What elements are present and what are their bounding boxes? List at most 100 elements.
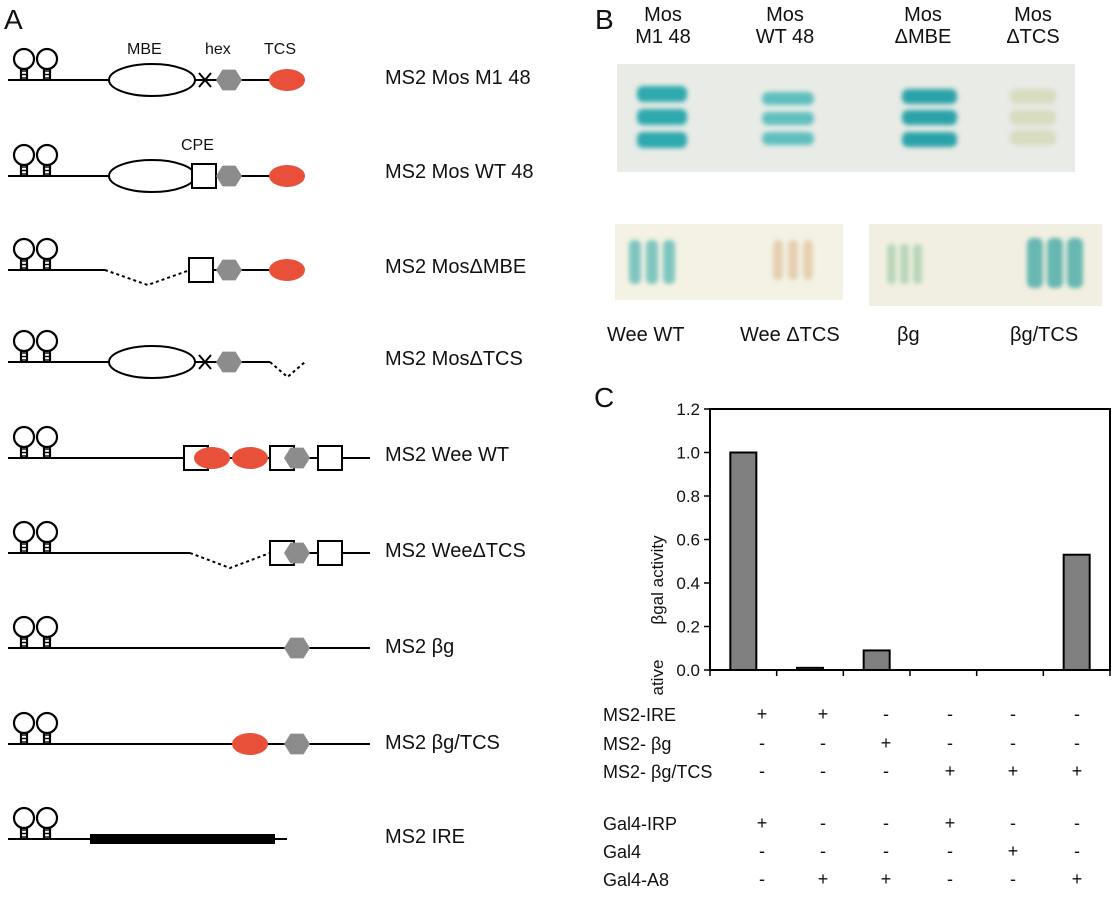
y-tick-label: 0.6 [676,531,700,550]
hex-element-icon [216,259,242,281]
hex-element-icon [284,542,310,564]
bar [1062,553,1091,672]
gel-lane-label: Wee ΔTCS [740,324,840,346]
y-axis-label: βgal activity [648,535,667,625]
table-cell: - [947,704,953,724]
bar [796,666,824,672]
gel-spot-medium [1027,238,1083,288]
ms2-hairpin-icon [12,329,59,362]
table-cell: - [947,841,953,861]
table-cell: + [756,813,768,833]
gel-spot-faint [887,244,922,284]
table-row-label: Gal4 [603,842,642,862]
ms2-hairpin-icon [12,806,59,839]
construct-label: MS2 WeeΔTCS [385,540,526,562]
table-cell: - [1074,813,1080,833]
y-tick-label: 0.8 [676,487,700,506]
gel-lane-label: Mos ΔTCS [1006,4,1060,48]
cpe-element-icon [191,163,217,189]
table-cell: + [944,813,956,833]
mutation-x-icon [198,72,212,88]
table-cell: - [883,704,889,724]
mbe-element-icon [108,345,196,379]
tcs-element-icon [194,447,230,469]
hex-element-icon [284,447,310,469]
table-cell: - [883,841,889,861]
gel-lane-label: Mos ΔMBE [894,4,952,48]
ms2-hairpin-icon [12,425,59,458]
cpe-element-icon [317,445,343,471]
table-row-label: Gal4-IRP [603,814,678,834]
mbe-element-icon [108,159,196,193]
table-cell: + [756,704,768,724]
gel-lane-label: Mos WT 48 [755,4,815,48]
mbe-label: MBE [127,41,162,58]
gel-lane-label: βg/TCS [1010,324,1079,346]
bar [729,451,758,671]
table-cell: - [759,841,765,861]
cpe-element-icon [317,540,343,566]
cpe-element-icon [188,257,214,283]
bar-chart: βgal activity relative 0.0 0.2 0.4 0.6 0.8 1.… [648,400,1111,695]
deletion-line [269,361,306,379]
y-axis-label: relative [648,660,667,695]
ire-element-icon [90,834,275,844]
table-row-label: MS2- βg [603,734,672,754]
table-cell: - [1074,841,1080,861]
table-cell: - [759,869,765,889]
table-cell: - [820,813,826,833]
tcs-element-icon [269,69,305,91]
table-cell: + [817,869,829,889]
table-cell: + [880,733,892,753]
construct-label: MS2 βg/TCS [385,732,500,754]
ms2-hairpin-icon [12,143,59,176]
y-tick-label: 0.0 [676,661,700,680]
ms2-hairpin-icon [12,711,59,744]
hex-element-icon [284,733,310,755]
table-cell: + [1007,761,1019,781]
tcs-element-icon [232,447,268,469]
plot-frame [709,408,1111,671]
hex-label: hex [205,41,231,58]
table-cell: - [820,841,826,861]
tcs-label: TCS [264,41,296,58]
table-cell: + [1007,841,1019,861]
bar [862,649,891,672]
y-tick-label: 1.2 [676,400,700,419]
tcs-element-icon [232,733,268,755]
ms2-hairpin-icon [12,520,59,553]
y-tick-label: 0.2 [676,618,700,637]
ms2-hairpin-icon [12,615,59,648]
gel-spot-faint [1010,89,1056,145]
deletion-line [189,552,271,570]
table-cell: + [1071,761,1083,781]
gel-spot-medium [629,240,675,284]
table-cell: - [1074,733,1080,753]
table-cell: - [1010,869,1016,889]
tcs-element-icon [269,165,305,187]
table-cell: - [1010,813,1016,833]
deletion-line [104,269,191,287]
panel-a-diagram [8,47,370,844]
mutation-x-icon [198,354,212,370]
table-cell: - [1074,704,1080,724]
table-cell: - [1010,733,1016,753]
construct-label: MS2 MosΔMBE [385,256,527,278]
mbe-element-icon [108,63,196,97]
tcs-element-icon [269,259,305,281]
construct-label: MS2 Mos M1 48 [385,67,531,89]
table-row-label: Gal4-A8 [603,870,670,890]
construct-label: MS2 Wee WT [385,444,510,466]
gel-spot-faint [773,240,813,280]
construct-label: MS2 βg [385,636,455,658]
table-cell: + [1071,869,1083,889]
filter-assay-strip [617,64,1075,172]
table-cell: - [947,869,953,889]
table-cell: - [759,761,765,781]
hex-element-icon [216,69,242,91]
y-tick-label: 1.0 [676,444,700,463]
gel-spot-strong [902,89,957,147]
table-cell: - [1010,704,1016,724]
cpe-label: CPE [181,137,214,154]
hex-element-icon [284,637,310,659]
